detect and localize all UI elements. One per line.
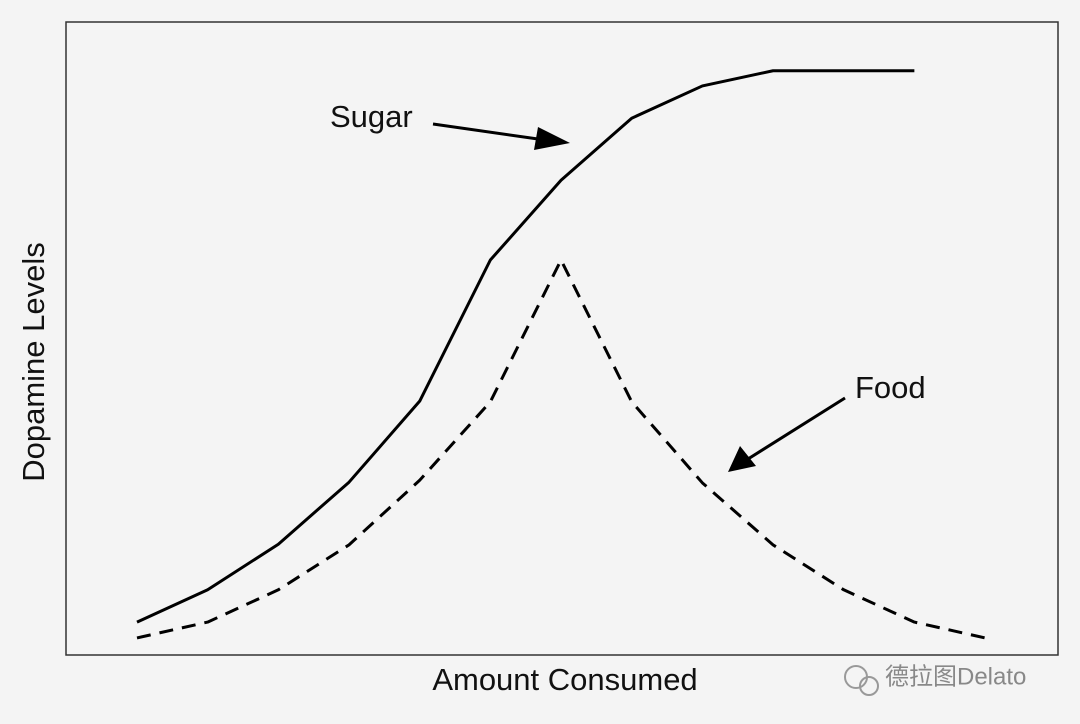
x-axis-label: Amount Consumed	[432, 662, 697, 697]
line	[136, 258, 986, 640]
watermark-icon	[859, 676, 879, 696]
annotation-arrow	[432, 122, 570, 150]
watermark: 德拉图Delato	[844, 663, 1026, 696]
series-label: Sugar	[330, 99, 413, 134]
annotation-arrow	[728, 396, 846, 472]
y-axis-label: Dopamine Levels	[16, 242, 51, 482]
watermark-text: 德拉图Delato	[885, 663, 1026, 690]
plot-frame	[65, 21, 1059, 656]
series-label: Food	[855, 370, 926, 405]
line	[136, 69, 915, 624]
